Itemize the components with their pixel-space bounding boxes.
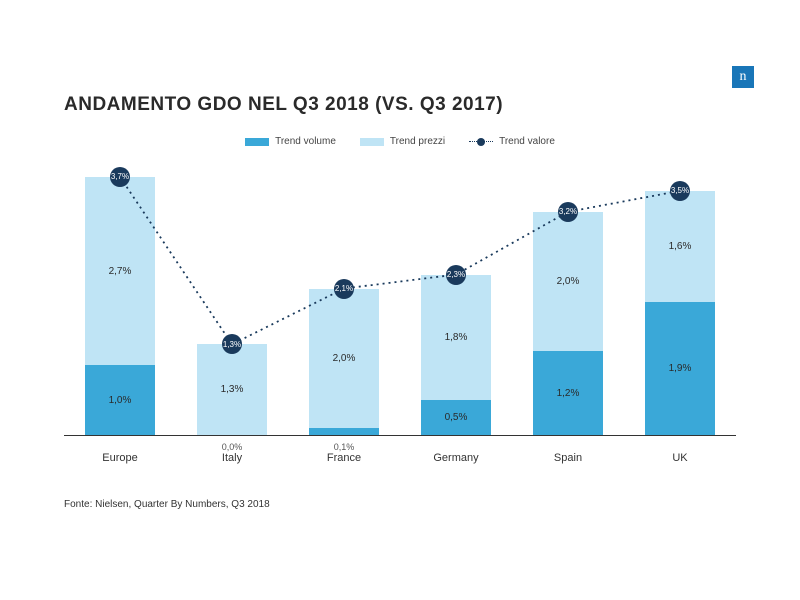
chart-title: ANDAMENTO GDO NEL Q3 2018 (VS. Q3 2017) bbox=[64, 94, 503, 116]
x-axis-label: Germany bbox=[433, 452, 478, 464]
bar-stack: 0,5%1,8% bbox=[421, 156, 492, 435]
bar-segment-prezzi: 2,0% bbox=[533, 212, 604, 352]
x-axis-label: Italy bbox=[222, 452, 242, 464]
legend-label: Trend volume bbox=[275, 136, 336, 147]
trend-marker: 1,3% bbox=[222, 334, 242, 354]
x-axis-label: Spain bbox=[554, 452, 582, 464]
bar-segment-prezzi: 1,6% bbox=[645, 191, 716, 303]
bar-segment-volume: 1,0% bbox=[85, 365, 156, 435]
bar-group: 1,3% bbox=[197, 156, 268, 435]
bar-segment-prezzi: 1,3% bbox=[197, 344, 268, 435]
below-axis-value: 0,0% bbox=[222, 442, 243, 452]
legend-label: Trend prezzi bbox=[390, 136, 445, 147]
bar-stack: 1,2%2,0% bbox=[533, 156, 604, 435]
legend-label: Trend valore bbox=[499, 136, 555, 147]
bar-segment-volume: 1,2% bbox=[533, 351, 604, 435]
trend-marker: 3,7% bbox=[110, 167, 130, 187]
legend: Trend volume Trend prezzi Trend valore bbox=[40, 136, 760, 147]
x-axis-label: France bbox=[327, 452, 361, 464]
bar-segment-volume: 1,9% bbox=[645, 302, 716, 435]
legend-swatch-valore bbox=[469, 138, 493, 146]
bar-segment-prezzi: 2,0% bbox=[309, 289, 380, 429]
nielsen-logo: n bbox=[732, 66, 754, 88]
trend-marker: 2,3% bbox=[446, 265, 466, 285]
x-axis-label: Europe bbox=[102, 452, 137, 464]
bar-group: 1,0%2,7% bbox=[85, 156, 156, 435]
trend-marker: 3,2% bbox=[558, 202, 578, 222]
bar-segment-prezzi: 1,8% bbox=[421, 275, 492, 401]
bar-segment-volume: 0,5% bbox=[421, 400, 492, 435]
bar-group: 0,5%1,8% bbox=[421, 156, 492, 435]
source-text: Fonte: Nielsen, Quarter By Numbers, Q3 2… bbox=[64, 499, 270, 510]
bar-segment-volume bbox=[309, 428, 380, 435]
trend-line bbox=[64, 156, 736, 435]
legend-item-valore: Trend valore bbox=[469, 136, 555, 147]
below-axis-value: 0,1% bbox=[334, 442, 355, 452]
logo-glyph: n bbox=[740, 69, 747, 85]
legend-item-volume: Trend volume bbox=[245, 136, 336, 147]
bar-group: 1,2%2,0% bbox=[533, 156, 604, 435]
x-axis-label: UK bbox=[672, 452, 687, 464]
legend-swatch-prezzi bbox=[360, 138, 384, 146]
bar-stack: 1,0%2,7% bbox=[85, 156, 156, 435]
chart-frame: n ANDAMENTO GDO NEL Q3 2018 (VS. Q3 2017… bbox=[40, 60, 760, 540]
x-axis-labels: Europe 0,0%Italy 0,1%France Germany Spain UK bbox=[64, 440, 736, 470]
legend-swatch-volume bbox=[245, 138, 269, 146]
plot-area: 1,0%2,7%1,3%2,0%0,5%1,8%1,2%2,0%1,9%1,6%… bbox=[64, 156, 736, 436]
chart-area: 1,0%2,7%1,3%2,0%0,5%1,8%1,2%2,0%1,9%1,6%… bbox=[64, 156, 736, 470]
bar-stack: 1,3% bbox=[197, 156, 268, 435]
bar-segment-prezzi: 2,7% bbox=[85, 177, 156, 365]
trend-marker: 3,5% bbox=[670, 181, 690, 201]
trend-marker: 2,1% bbox=[334, 279, 354, 299]
legend-item-prezzi: Trend prezzi bbox=[360, 136, 445, 147]
